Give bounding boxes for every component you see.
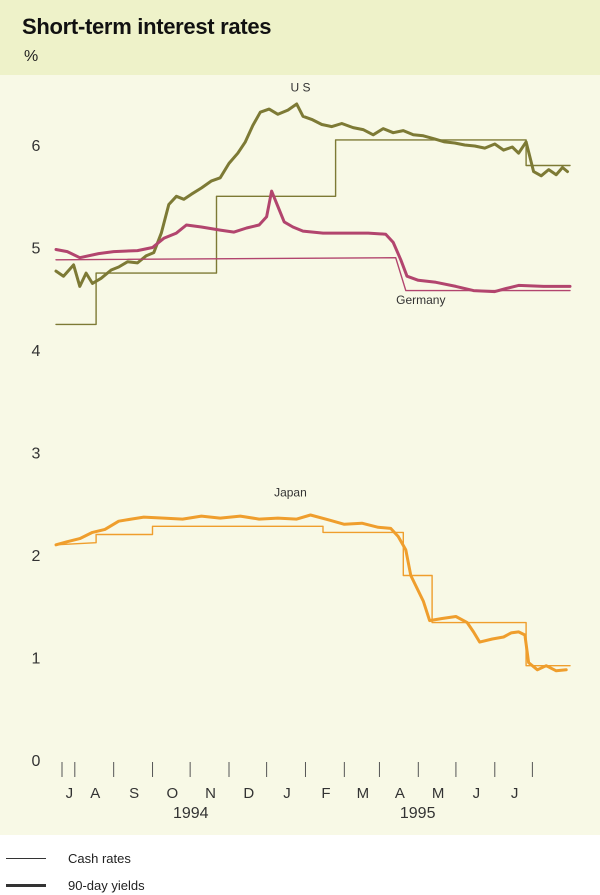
legend-item-yields: 90-day yields — [6, 876, 145, 894]
x-tick-label: J — [283, 785, 291, 802]
legend-thin-line-icon — [6, 857, 46, 859]
x-tick-label: J — [66, 785, 74, 802]
x-tick-label: S — [129, 785, 139, 802]
x-tick-label: A — [395, 785, 405, 802]
y-unit-label: % — [24, 48, 39, 65]
series-line-japan-cash — [55, 525, 571, 667]
series-line-germany-yields — [54, 189, 572, 294]
series-line-germany-cash — [55, 257, 571, 292]
plot-panel: 0 1 2 3 4 5 6 J A S O N D J F M A M J J 1994 1995 U S Germany Ja… — [0, 75, 600, 835]
x-tick-label: O — [167, 785, 179, 802]
series-line-us-yields — [54, 102, 569, 288]
x-tick-label: M — [357, 785, 370, 802]
series-line-us-cash — [55, 139, 571, 326]
y-tick-label: 0 — [32, 753, 41, 770]
y-tick-label: 4 — [32, 343, 41, 360]
x-tick-label: N — [205, 785, 216, 802]
x-tick-label: J — [511, 785, 519, 802]
y-tick-label: 3 — [32, 446, 41, 463]
y-tick-label: 6 — [32, 138, 41, 155]
y-tick-label: 5 — [32, 241, 41, 258]
y-tick-label: 1 — [32, 651, 41, 668]
legend-label-yields: 90-day yields — [68, 877, 145, 893]
legend-item-cash: Cash rates — [6, 849, 131, 867]
x-tick-label: A — [90, 785, 100, 802]
series-annotation: U S — [290, 81, 310, 95]
year-label: 1995 — [400, 805, 436, 822]
x-tick-label: D — [243, 785, 254, 802]
y-tick-label: 2 — [32, 548, 41, 565]
header-band — [0, 0, 600, 75]
series-annotation: Germany — [396, 293, 445, 307]
chart-title: Short-term interest rates — [22, 14, 272, 39]
series-annotation: Japan — [274, 486, 307, 500]
series-line-japan-yields — [54, 513, 568, 673]
x-tick-label: J — [473, 785, 481, 802]
legend-label-cash: Cash rates — [68, 850, 131, 866]
x-tick-label: F — [321, 785, 330, 802]
x-tick-label: M — [432, 785, 445, 802]
year-label: 1994 — [173, 805, 209, 822]
legend-thick-line-icon — [6, 883, 46, 887]
